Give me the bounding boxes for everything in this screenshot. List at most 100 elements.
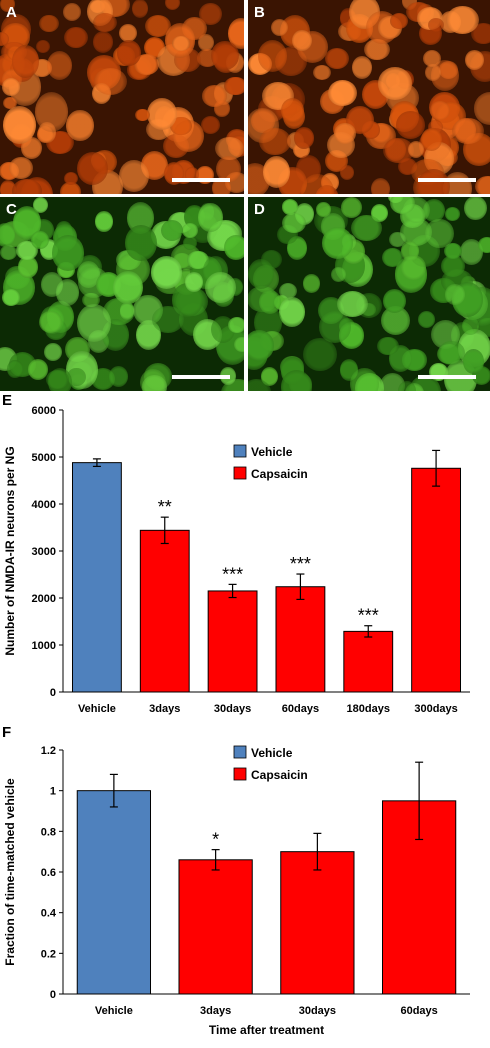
neuron-cell: [278, 283, 297, 300]
y-tick-label: 2000: [32, 593, 56, 605]
y-tick-label: 4000: [32, 499, 56, 511]
panel-label: C: [6, 201, 17, 218]
chart-e: 0 1000 2000 3000 4000 5000 6000 Vehicle ** 3days *…: [3, 405, 470, 722]
panel-label: A: [6, 4, 17, 21]
x-axis-title: Time after treatment: [209, 1023, 324, 1037]
neuron-cell: [0, 180, 17, 194]
neuron-cell: [151, 305, 184, 333]
scale-bar: [172, 375, 230, 379]
neuron-cell: [460, 239, 483, 266]
neuron-cell: [228, 17, 244, 49]
neuron-cell: [147, 97, 178, 130]
neuron-cell: [282, 213, 306, 233]
neuron-cell: [478, 237, 490, 254]
neuron-cell: [133, 54, 159, 75]
neuron-cell: [0, 245, 17, 261]
significance-mark: *: [212, 830, 219, 850]
neuron-cell: [116, 39, 141, 67]
legend-swatch: [233, 767, 247, 781]
neuron-cell: [280, 97, 304, 123]
neuron-cell: [444, 207, 461, 221]
neuron-cell: [370, 177, 391, 194]
neuron-cell: [334, 122, 356, 144]
micrograph-panel-c: C: [0, 197, 244, 391]
x-tick-label: 300days: [414, 703, 457, 715]
neuron-cell: [321, 227, 353, 259]
neuron-cell: [215, 137, 244, 161]
neuron-cell: [0, 32, 10, 47]
neuron-cell: [164, 0, 180, 10]
neuron-cell: [474, 92, 490, 125]
neuron-cell: [199, 2, 222, 25]
neuron-cell: [301, 174, 334, 194]
neuron-cell: [2, 96, 18, 109]
neuron-cell: [66, 109, 94, 141]
neuron-cell: [270, 18, 288, 36]
neuron-cell: [248, 378, 272, 391]
scale-bar: [418, 375, 476, 379]
legend-swatch: [233, 444, 247, 458]
micrograph-panel-b: B: [248, 0, 490, 194]
neuron-cell: [32, 197, 48, 213]
y-tick-label: 0.2: [41, 948, 56, 960]
x-tick-label: 3days: [149, 703, 180, 715]
neuron-cell: [464, 197, 487, 221]
neuron-cell: [443, 242, 462, 260]
bar-60days: [275, 586, 326, 693]
neuron-cell: [3, 105, 36, 145]
neuron-cell: [352, 56, 372, 79]
y-tick-label: 0: [50, 989, 56, 1001]
neuron-cell: [198, 203, 223, 233]
neuron-cell: [258, 127, 291, 156]
legend-swatch: [233, 745, 247, 759]
neuron-cell: [278, 296, 305, 328]
neuron-cell: [223, 234, 244, 261]
neuron-cell: [331, 266, 346, 283]
neuron-cell: [259, 289, 282, 315]
neuron-cell: [52, 235, 85, 271]
neuron-cell: [350, 367, 379, 391]
micrograph-panel-d: D: [248, 197, 490, 391]
neuron-cell: [293, 127, 315, 149]
neuron-cell: [118, 24, 137, 42]
neuron-cell: [396, 111, 426, 139]
neuron-cell: [76, 151, 108, 186]
neuron-cell: [452, 117, 484, 144]
bar-300days: [411, 467, 462, 693]
neuron-cell: [67, 367, 86, 386]
neuron-cell: [38, 14, 60, 33]
y-axis-title: Number of NMDA-IR neurons per NG: [3, 446, 17, 655]
neuron-cell: [377, 336, 400, 355]
neuron-cell: [12, 178, 43, 194]
x-tick-label: Vehicle: [78, 703, 116, 715]
legend-label: Capsaicin: [251, 467, 308, 481]
neuron-cell: [95, 211, 113, 232]
neuron-cell: [139, 368, 166, 391]
chart-f: 0 0.2 0.4 0.6 0.8 1 1.2 Vehicle * 3days 30days 60da…: [3, 745, 470, 1037]
y-tick-label: 6000: [32, 405, 56, 417]
neuron-cell: [425, 218, 454, 249]
neuron-cell: [60, 181, 82, 194]
neuron-cell: [351, 215, 382, 241]
neuron-cell: [198, 33, 214, 51]
neuron-cell: [118, 159, 149, 192]
neuron-cell: [46, 370, 69, 390]
neuron-cell: [135, 109, 150, 122]
neuron-cell: [109, 366, 129, 387]
bar-Vehicle: [76, 790, 152, 995]
neuron-cell: [445, 5, 479, 34]
scale-bar: [418, 178, 476, 182]
neuron-cell: [62, 2, 82, 21]
scale-bar: [172, 178, 230, 182]
neuron-cell: [0, 0, 15, 13]
neuron-cell: [144, 15, 172, 38]
neuron-cell: [475, 175, 490, 194]
neuron-cell: [445, 284, 465, 305]
y-tick-label: 3000: [32, 546, 56, 558]
neuron-cell: [64, 171, 79, 185]
neuron-cell: [201, 85, 228, 107]
neuron-cell: [1, 289, 21, 307]
neuron-cell: [389, 13, 408, 29]
neuron-cell: [316, 202, 331, 217]
micrograph-panel-a: A: [0, 0, 244, 194]
